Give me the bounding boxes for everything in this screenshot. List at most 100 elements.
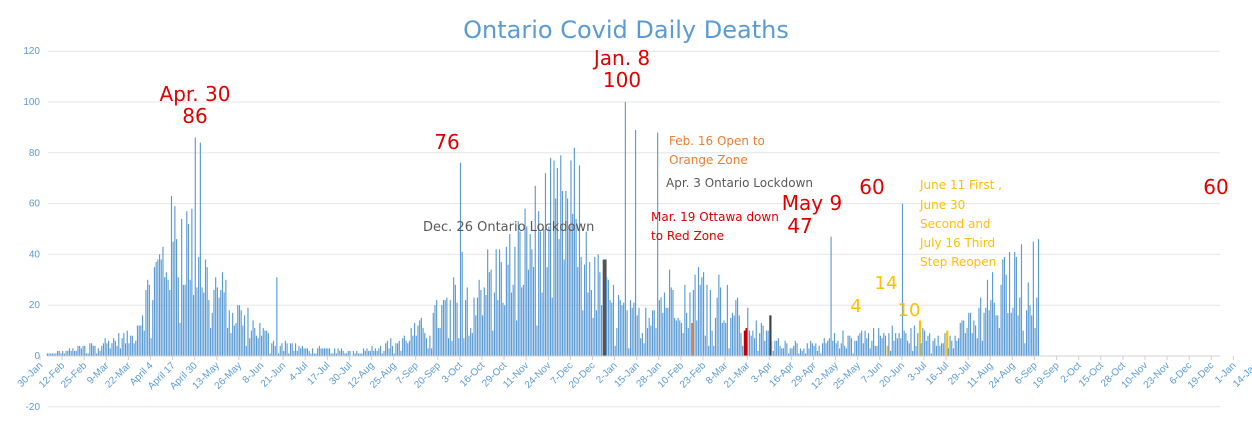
annotation-label: 10 (898, 300, 921, 321)
highlight-bar (604, 259, 607, 356)
bar (771, 340, 773, 356)
annotation-label: 60 (859, 175, 884, 199)
x-tick-label: 17-Jul (305, 360, 332, 387)
bar (585, 231, 587, 356)
bar (519, 231, 521, 356)
bar (631, 307, 633, 356)
bar (388, 348, 390, 356)
bar (169, 289, 171, 356)
bar (720, 287, 722, 356)
bar (878, 328, 880, 356)
bar (728, 348, 730, 356)
bar (927, 335, 929, 356)
bar (286, 343, 288, 356)
bar (437, 328, 439, 356)
bar (935, 345, 938, 356)
bar (101, 345, 103, 356)
bar (249, 338, 251, 356)
bar (75, 350, 77, 356)
bar (942, 343, 944, 356)
bar (983, 312, 985, 356)
highlight-bar (691, 322, 694, 356)
bar (665, 307, 667, 356)
bar (400, 350, 402, 356)
bar (672, 289, 674, 356)
bar (228, 310, 230, 356)
bar (718, 274, 720, 356)
bar (405, 340, 407, 356)
bar (874, 345, 876, 356)
bar (536, 325, 538, 356)
annotation-label: Apr. 30 (160, 82, 231, 106)
bar (590, 289, 592, 356)
bar (1036, 297, 1038, 356)
bar (1027, 282, 1029, 356)
bar (412, 335, 414, 356)
bar (813, 345, 815, 356)
bar (470, 328, 472, 356)
bar (565, 190, 567, 356)
bar (975, 325, 977, 356)
bar (259, 322, 261, 356)
bar (383, 350, 385, 356)
bar (240, 310, 242, 356)
bar (737, 297, 739, 356)
bar (167, 279, 169, 356)
bar (108, 340, 110, 356)
bar (96, 353, 98, 356)
bar (815, 343, 817, 356)
bar (329, 348, 331, 356)
bar (182, 284, 184, 356)
bar (213, 289, 215, 356)
bar (77, 345, 79, 356)
bar (415, 335, 417, 356)
annotation-label: Jan. 8 (592, 46, 650, 70)
bar (835, 343, 837, 356)
bar (1024, 343, 1026, 356)
bar (458, 338, 460, 356)
bar (674, 317, 676, 356)
bar (407, 343, 409, 356)
bar (524, 208, 526, 356)
bar (281, 343, 283, 356)
bar (123, 333, 125, 356)
bar (774, 340, 776, 356)
bar (891, 325, 893, 356)
bar (546, 267, 548, 356)
bar (811, 343, 813, 356)
bar (330, 353, 332, 356)
bar (483, 287, 485, 356)
bar (723, 320, 725, 356)
highlight-bar (918, 320, 922, 356)
bar (252, 320, 254, 356)
bar (884, 335, 887, 356)
bar (623, 302, 625, 356)
y-tick-label: 80 (29, 148, 41, 159)
bar (652, 310, 654, 356)
highlight-bar (743, 330, 746, 356)
bar (223, 292, 225, 356)
bar (992, 272, 994, 356)
bar (742, 345, 744, 356)
bar (160, 259, 162, 356)
bar (533, 267, 535, 356)
bar (125, 343, 127, 356)
bar (526, 226, 528, 356)
bar (488, 272, 490, 356)
bar (626, 310, 628, 356)
bar (468, 335, 470, 356)
bar (60, 353, 62, 356)
bar (867, 333, 870, 356)
bar (359, 353, 361, 356)
bar (417, 325, 419, 356)
bar (143, 330, 145, 356)
bar (170, 195, 173, 356)
bar (289, 343, 292, 356)
bar (177, 277, 179, 356)
bar (471, 333, 473, 356)
bar (395, 343, 397, 356)
bar (317, 348, 319, 356)
bar (230, 333, 232, 356)
bar (312, 348, 314, 356)
bar (510, 292, 513, 356)
